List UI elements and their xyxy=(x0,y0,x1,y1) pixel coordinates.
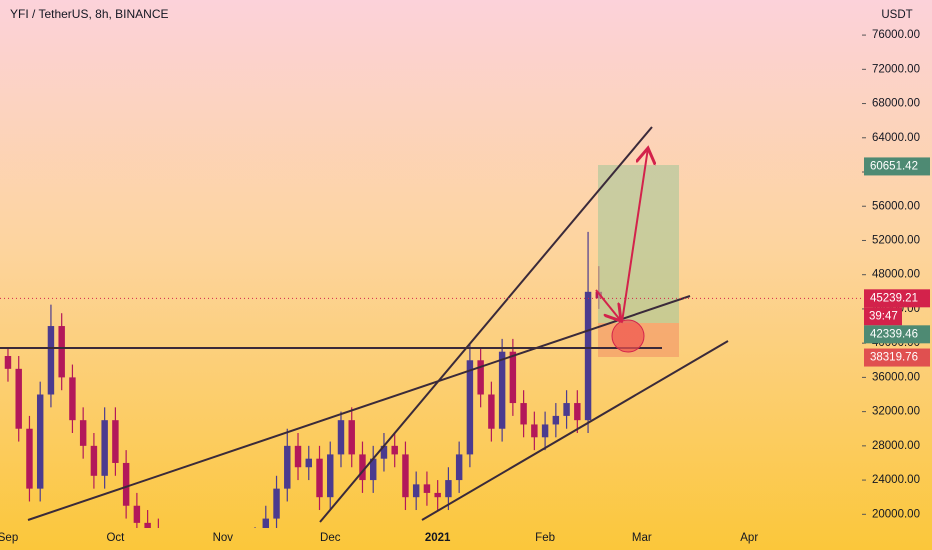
candle-body xyxy=(455,454,463,481)
candle-body xyxy=(90,445,98,476)
candle-body xyxy=(359,454,366,481)
candle-body xyxy=(133,505,141,523)
price-label: 38319.76 xyxy=(870,352,918,364)
candle-body xyxy=(36,394,44,489)
candle-body xyxy=(69,377,76,421)
y-tick-label: 28000.00 xyxy=(872,440,920,452)
price-label-box xyxy=(864,348,930,367)
candle-body xyxy=(574,403,581,421)
y-tick-label: 36000.00 xyxy=(872,371,920,383)
candle-body xyxy=(79,420,87,446)
candle-body xyxy=(563,403,570,416)
candle-body xyxy=(112,420,119,463)
candle-body xyxy=(488,394,495,429)
y-tick-label: 76000.00 xyxy=(872,29,920,41)
price-label-box xyxy=(864,157,930,176)
candle-body xyxy=(305,458,312,468)
trendline xyxy=(421,340,729,521)
candle-body xyxy=(273,488,280,519)
x-tick-label: Nov xyxy=(213,532,234,544)
candle-body xyxy=(412,484,420,498)
candle-body xyxy=(26,428,33,489)
x-tick-label: Feb xyxy=(535,532,555,544)
candle-body xyxy=(402,454,409,498)
x-tick-label: Mar xyxy=(632,532,652,544)
y-tick-label: 56000.00 xyxy=(872,200,920,212)
candle-body xyxy=(380,445,388,459)
trendline xyxy=(27,295,691,521)
y-tick-label: 48000.00 xyxy=(872,269,920,281)
x-tick-label: Oct xyxy=(106,532,125,544)
candle-body xyxy=(423,484,431,493)
countdown: 39:47 xyxy=(869,310,898,322)
price-label-box xyxy=(864,325,930,344)
arrow xyxy=(621,148,648,323)
candle-body xyxy=(584,291,592,421)
candle-body xyxy=(327,454,334,498)
candle-body xyxy=(15,368,22,429)
price-label: 42339.46 xyxy=(870,328,918,340)
y-tick-label: 32000.00 xyxy=(872,406,920,418)
y-tick-label: 52000.00 xyxy=(872,234,920,246)
countdown-box xyxy=(864,307,902,326)
candle-body xyxy=(4,355,12,369)
candle-body xyxy=(498,351,506,429)
candle-body xyxy=(101,420,108,476)
candle-body xyxy=(466,360,474,455)
y-tick-label: 72000.00 xyxy=(872,63,920,75)
candle-body xyxy=(520,403,527,425)
candle-body xyxy=(58,326,65,378)
y-tick-label: 68000.00 xyxy=(872,98,920,110)
candle-body xyxy=(47,326,55,395)
trendline xyxy=(319,126,653,523)
price-label: 60651.42 xyxy=(870,160,918,172)
axis-unit: USDT xyxy=(881,9,912,21)
candle-body xyxy=(284,445,291,489)
price-label-box xyxy=(864,289,930,308)
candle-body xyxy=(348,420,355,455)
candle-body xyxy=(391,445,398,455)
candle-body xyxy=(144,522,151,528)
x-tick-label: 2021 xyxy=(425,532,451,544)
arrow xyxy=(595,289,621,321)
candle-body xyxy=(294,445,302,468)
candle-body xyxy=(316,458,323,498)
candle-body xyxy=(509,351,517,404)
candle-body xyxy=(477,360,484,395)
candle-body xyxy=(541,424,549,438)
candle-body xyxy=(337,420,345,455)
candle-body xyxy=(552,415,560,425)
target-zone xyxy=(598,165,679,323)
candle-body xyxy=(445,480,452,498)
y-tick-label: 64000.00 xyxy=(872,132,920,144)
highlight-circle xyxy=(611,319,645,353)
price-label: 45239.21 xyxy=(870,292,918,304)
candle-body xyxy=(369,458,377,481)
candle-body xyxy=(122,462,130,506)
x-tick-label: Dec xyxy=(320,532,341,544)
y-tick-label: 24000.00 xyxy=(872,474,920,486)
candle-body xyxy=(531,424,538,438)
x-tick-label: Apr xyxy=(740,532,758,544)
chart-title: YFI / TetherUS, 8h, BINANCE xyxy=(10,7,169,21)
drawings xyxy=(0,126,729,523)
y-tick-label: 20000.00 xyxy=(872,508,920,520)
candle-body xyxy=(434,492,441,498)
x-tick-label: Sep xyxy=(0,532,18,544)
candle-body xyxy=(262,518,270,528)
